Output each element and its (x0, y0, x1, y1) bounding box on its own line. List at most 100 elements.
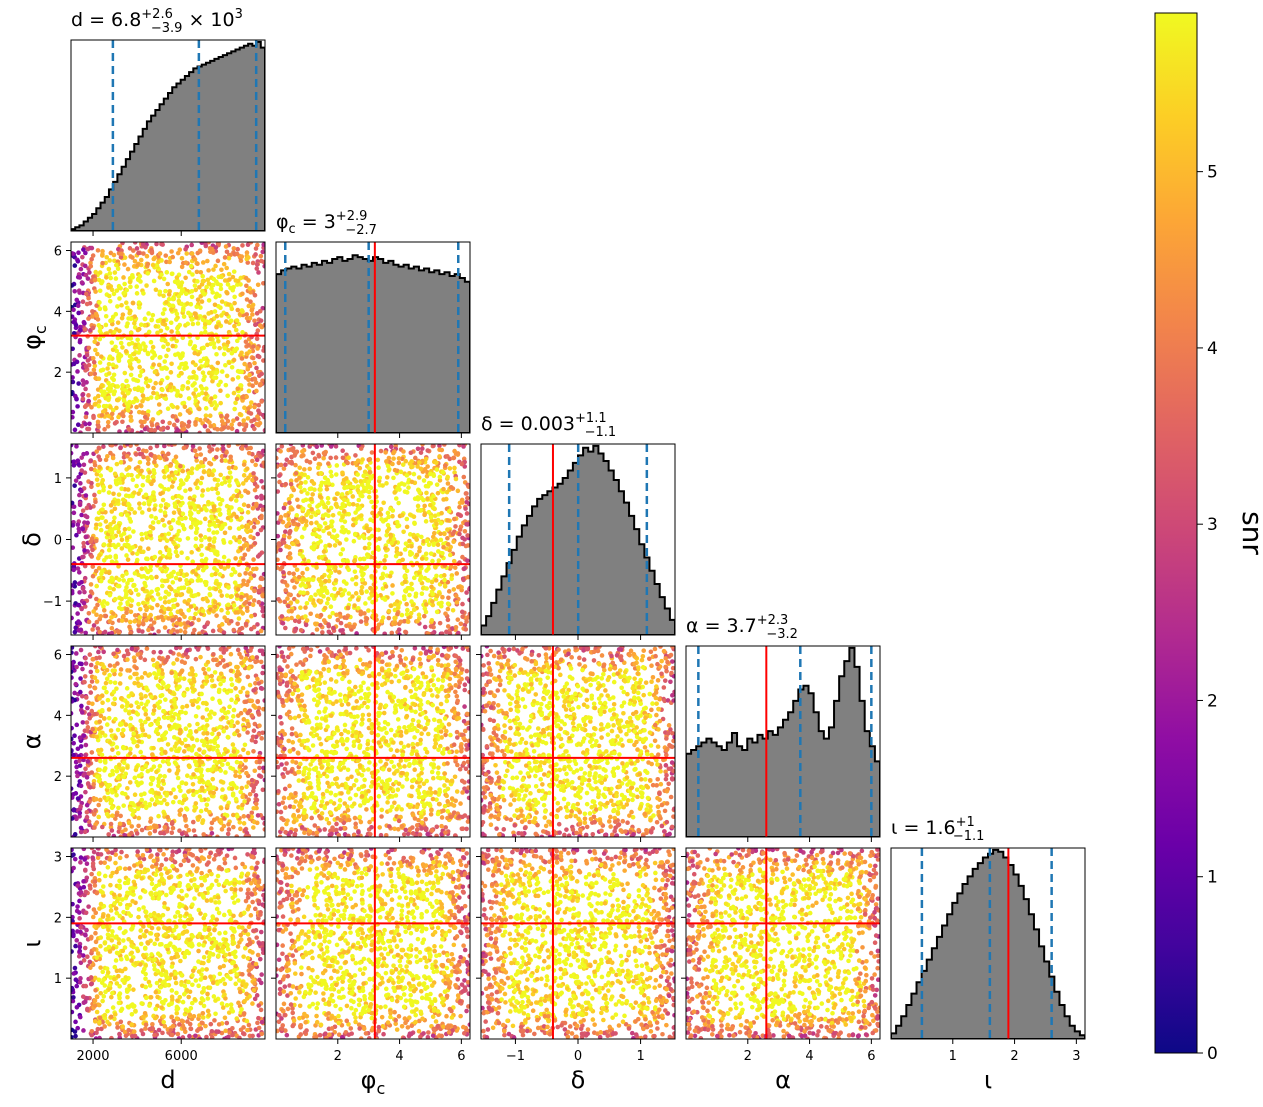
scatter-point (106, 285, 111, 290)
scatter-point (185, 536, 191, 541)
scatter-point (295, 614, 301, 620)
scatter-point (228, 318, 234, 324)
scatter-point (369, 533, 375, 539)
scatter-point (118, 512, 124, 517)
scatter-point (183, 488, 188, 494)
scatter-point (330, 610, 336, 616)
scatter-point (239, 515, 244, 521)
scatter-point (86, 398, 92, 404)
scatter-point (148, 564, 154, 569)
scatter-point (218, 526, 224, 532)
scatter-point (359, 577, 365, 583)
scatter-point (144, 617, 149, 623)
scatter-point (190, 631, 196, 635)
scatter-point (75, 369, 80, 374)
scatter-point (451, 539, 456, 545)
scatter-point (84, 411, 89, 416)
scatter-point (409, 581, 414, 587)
scatter-point (447, 631, 453, 635)
scatter-point (392, 615, 397, 621)
scatter-point (71, 615, 74, 621)
scatter-point (445, 481, 451, 486)
scatter-point (291, 596, 297, 602)
scatter-point (448, 564, 454, 569)
scatter-point (80, 586, 86, 591)
scatter-point (207, 319, 213, 325)
scatter-point (195, 297, 201, 302)
scatter-point (435, 549, 441, 554)
scatter-point (94, 303, 99, 308)
scatter-point (175, 405, 180, 410)
scatter-point (233, 278, 239, 283)
scatter-point (453, 476, 459, 482)
scatter-point (86, 610, 92, 616)
scatter-point (75, 303, 81, 308)
scatter-point (127, 624, 132, 630)
scatter-point (135, 652, 141, 657)
scatter-point (100, 409, 106, 415)
scatter-point (108, 503, 114, 508)
scatter-point (140, 242, 146, 247)
scatter-point (248, 575, 254, 581)
scatter-point (338, 587, 343, 592)
scatter-point (295, 497, 300, 503)
scatter-point (194, 452, 199, 458)
scatter-point (251, 524, 257, 530)
scatter-point (177, 322, 183, 328)
scatter-point (234, 759, 240, 765)
scatter-point (391, 475, 396, 481)
scatter-point (212, 394, 218, 400)
scatter-point (244, 593, 249, 598)
scatter-point (366, 545, 371, 551)
scatter-point (185, 380, 191, 385)
scatter-point (209, 447, 215, 452)
scatter-point (287, 570, 292, 576)
scatter-point (350, 522, 356, 528)
scatter-point (145, 556, 150, 562)
scatter-point (88, 371, 94, 377)
scatter-point (235, 480, 240, 486)
scatter-point (109, 530, 115, 536)
scatter-point (402, 489, 408, 494)
scatter-point (185, 301, 190, 306)
scatter-point (258, 381, 263, 387)
scatter-point (157, 289, 163, 295)
scatter-point (321, 455, 326, 461)
scatter-point (332, 536, 338, 541)
scatter-point (420, 585, 426, 591)
scatter-point (71, 319, 77, 325)
scatter-point (256, 588, 262, 594)
scatter-point (251, 557, 256, 562)
scatter-point (108, 275, 113, 281)
scatter-point (109, 630, 115, 635)
scatter-point (127, 588, 133, 594)
scatter-point (351, 538, 357, 544)
scatter-point (186, 789, 191, 794)
scatter-point (195, 565, 201, 571)
scatter-point (81, 540, 86, 546)
scatter-point (145, 350, 151, 356)
scatter-point (298, 627, 304, 633)
scatter-point (292, 453, 297, 458)
scatter-point (136, 300, 142, 305)
scatter-point (71, 307, 76, 313)
scatter-point (109, 575, 115, 581)
scatter-point (83, 364, 89, 370)
scatter-point (215, 258, 221, 264)
scatter-point (111, 372, 117, 378)
scatter-point (135, 712, 141, 717)
scatter-point (72, 483, 77, 488)
scatter-point (411, 532, 416, 538)
scatter-point (90, 701, 95, 707)
scatter-point (75, 746, 81, 752)
scatter-point (189, 621, 194, 627)
scatter-point (96, 277, 102, 283)
scatter-point (159, 272, 164, 277)
scatter-point (71, 545, 76, 550)
scatter-point (465, 495, 470, 501)
scatter-point (175, 775, 181, 781)
scatter-point (431, 444, 436, 449)
scatter-point (178, 370, 184, 376)
scatter-point (334, 612, 339, 618)
scatter-point (256, 402, 262, 408)
